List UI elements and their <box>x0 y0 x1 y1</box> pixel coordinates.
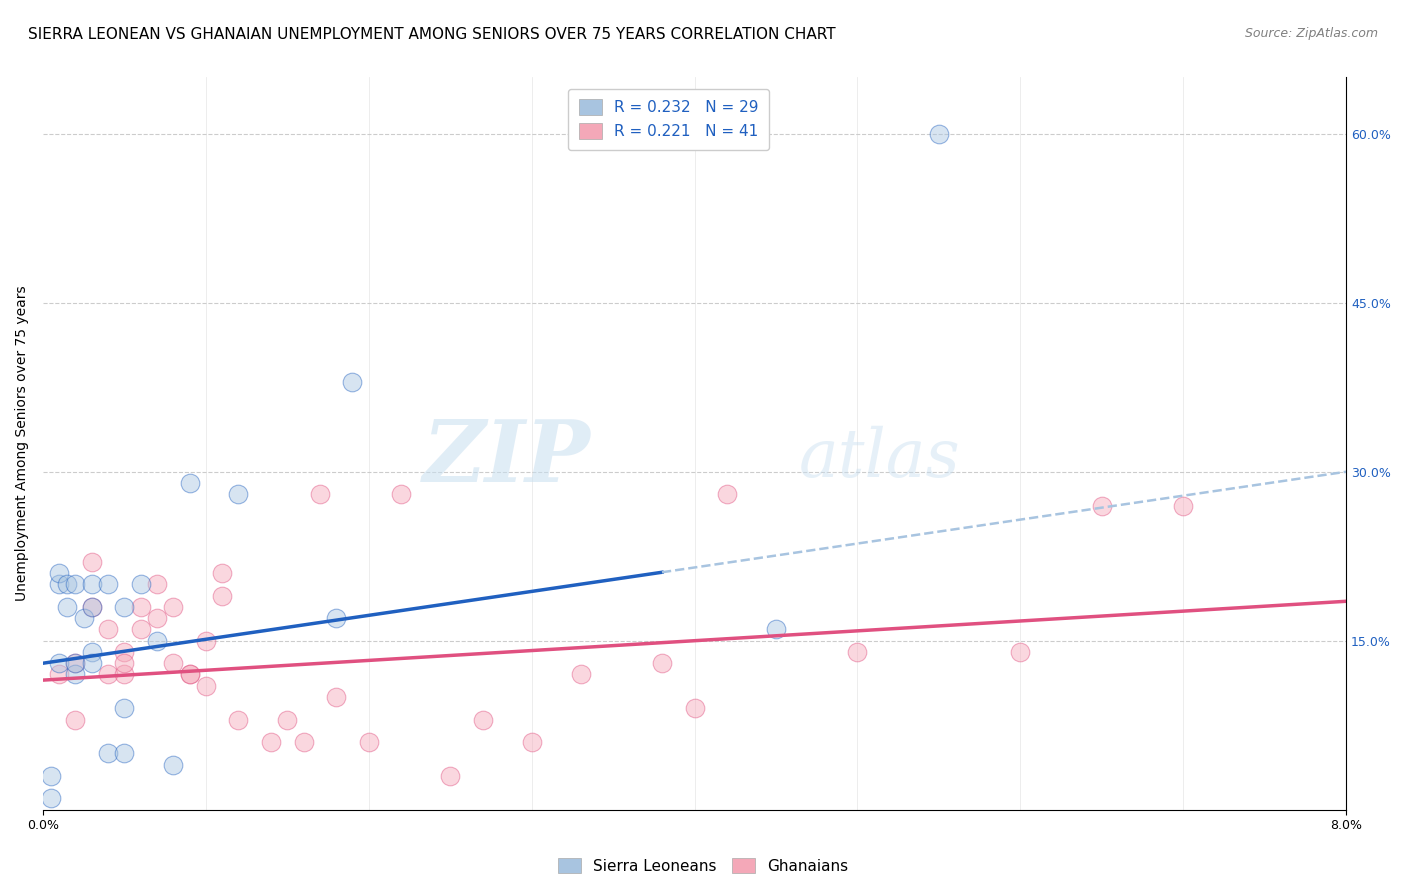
Point <box>683 701 706 715</box>
Text: Source: ZipAtlas.com: Source: ZipAtlas.com <box>1244 27 1378 40</box>
Point <box>129 599 152 614</box>
Point <box>846 645 869 659</box>
Point <box>65 713 87 727</box>
Legend: R = 0.232   N = 29, R = 0.221   N = 41: R = 0.232 N = 29, R = 0.221 N = 41 <box>568 88 769 150</box>
Point <box>80 599 103 614</box>
Point <box>357 735 380 749</box>
Point <box>194 679 217 693</box>
Point <box>80 555 103 569</box>
Point <box>276 713 298 727</box>
Point <box>179 475 201 490</box>
Point <box>72 611 94 625</box>
Point <box>39 769 62 783</box>
Point <box>325 690 347 704</box>
Point <box>97 623 120 637</box>
Point <box>112 701 135 715</box>
Point <box>325 611 347 625</box>
Point <box>65 657 87 671</box>
Point <box>179 667 201 681</box>
Point <box>308 487 330 501</box>
Point <box>112 657 135 671</box>
Point <box>112 747 135 761</box>
Point <box>65 577 87 591</box>
Point <box>146 577 169 591</box>
Point <box>228 713 250 727</box>
Point <box>146 633 169 648</box>
Point <box>439 769 461 783</box>
Point <box>342 375 364 389</box>
Point <box>179 667 201 681</box>
Point <box>48 667 70 681</box>
Point <box>765 623 787 637</box>
Point <box>162 599 184 614</box>
Point <box>97 667 120 681</box>
Point <box>48 657 70 671</box>
Point <box>97 747 120 761</box>
Point <box>228 487 250 501</box>
Point <box>97 577 120 591</box>
Text: SIERRA LEONEAN VS GHANAIAN UNEMPLOYMENT AMONG SENIORS OVER 75 YEARS CORRELATION : SIERRA LEONEAN VS GHANAIAN UNEMPLOYMENT … <box>28 27 835 42</box>
Point <box>80 577 103 591</box>
Point <box>162 657 184 671</box>
Point <box>716 487 738 501</box>
Point <box>211 589 233 603</box>
Point <box>194 633 217 648</box>
Point <box>471 713 494 727</box>
Text: ZIP: ZIP <box>422 417 591 500</box>
Point <box>928 127 950 141</box>
Point <box>651 657 673 671</box>
Point <box>211 566 233 580</box>
Point <box>569 667 592 681</box>
Legend: Sierra Leoneans, Ghanaians: Sierra Leoneans, Ghanaians <box>551 852 855 880</box>
Point <box>112 667 135 681</box>
Point <box>1091 499 1114 513</box>
Point <box>1173 499 1195 513</box>
Point <box>129 623 152 637</box>
Y-axis label: Unemployment Among Seniors over 75 years: Unemployment Among Seniors over 75 years <box>15 285 30 601</box>
Point <box>48 566 70 580</box>
Point <box>112 599 135 614</box>
Point <box>389 487 412 501</box>
Point <box>56 599 79 614</box>
Point <box>65 667 87 681</box>
Point <box>260 735 283 749</box>
Point <box>292 735 315 749</box>
Text: atlas: atlas <box>799 425 960 491</box>
Point <box>80 599 103 614</box>
Point <box>129 577 152 591</box>
Point <box>48 577 70 591</box>
Point <box>162 757 184 772</box>
Point <box>56 577 79 591</box>
Point <box>65 657 87 671</box>
Point <box>520 735 543 749</box>
Point <box>39 791 62 805</box>
Point <box>1010 645 1032 659</box>
Point <box>146 611 169 625</box>
Point <box>112 645 135 659</box>
Point <box>80 645 103 659</box>
Point <box>80 657 103 671</box>
